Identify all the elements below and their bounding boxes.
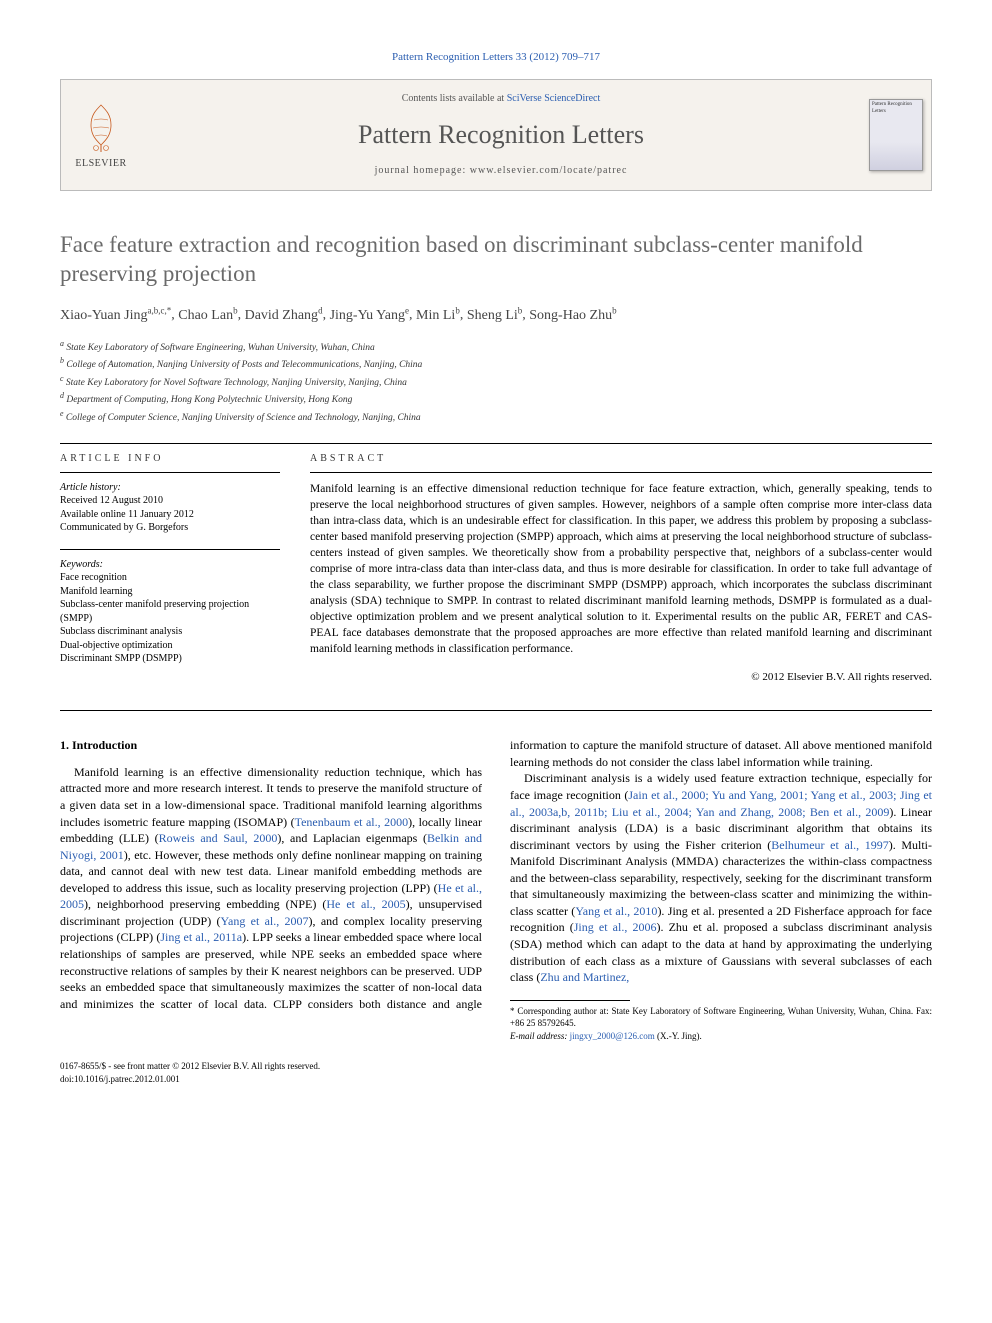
corresponding-author: * Corresponding author at: State Key Lab… [510, 1005, 932, 1030]
author: Chao Lanb [178, 308, 237, 323]
citation-link[interactable]: Zhu and Martinez, [540, 970, 629, 984]
journal-title: Pattern Recognition Letters [151, 117, 851, 152]
contents-line: Contents lists available at SciVerse Sci… [151, 92, 851, 106]
article-history-block: Article history: Received 12 August 2010… [60, 481, 280, 535]
header-center: Contents lists available at SciVerse Sci… [141, 80, 861, 190]
affiliation: a State Key Laboratory of Software Engin… [60, 338, 932, 355]
article-info-column: ARTICLE INFO Article history: Received 1… [60, 452, 280, 684]
author: Jing-Yu Yange [330, 308, 409, 323]
citation-link[interactable]: Yang et al., 2010 [575, 904, 657, 918]
keyword: Dual-objective optimization [60, 639, 280, 653]
author-list: Xiao-Yuan Jinga,b,c,*, Chao Lanb, David … [60, 304, 932, 326]
sciencedirect-link[interactable]: SciVerse ScienceDirect [507, 93, 601, 104]
affiliation: b College of Automation, Nanjing Univers… [60, 355, 932, 372]
author: Min Lib [416, 308, 460, 323]
abstract-label: ABSTRACT [310, 452, 932, 466]
doi: doi:10.1016/j.patrec.2012.01.001 [60, 1073, 932, 1086]
elsevier-word: ELSEVIER [75, 157, 126, 171]
citation-link[interactable]: Belhumeur et al., 1997 [771, 838, 888, 852]
footnote-separator [510, 1000, 630, 1001]
footnotes: * Corresponding author at: State Key Lab… [510, 1005, 932, 1043]
history-line: Received 12 August 2010 [60, 494, 280, 508]
abstract-text: Manifold learning is an effective dimens… [310, 481, 932, 658]
author: David Zhangd [245, 308, 323, 323]
divider [60, 443, 932, 444]
keyword: Subclass discriminant analysis [60, 625, 280, 639]
abstract-column: ABSTRACT Manifold learning is an effecti… [310, 452, 932, 684]
author: Xiao-Yuan Jinga,b,c,* [60, 308, 171, 323]
journal-header: ELSEVIER Contents lists available at Sci… [60, 79, 932, 191]
citation-line: Pattern Recognition Letters 33 (2012) 70… [60, 50, 932, 65]
history-line: Communicated by G. Borgefors [60, 521, 280, 535]
cover-text: Pattern Recognition Letters [870, 100, 922, 118]
email-line: E-mail address: jingxy_2000@126.com (X.-… [510, 1030, 932, 1043]
issn-copyright: 0167-8655/$ - see front matter © 2012 El… [60, 1060, 932, 1073]
history-label: Article history: [60, 481, 280, 495]
citation-link[interactable]: Tenenbaum et al., 2000 [295, 815, 409, 829]
keyword: Subclass-center manifold preserving proj… [60, 598, 280, 625]
abstract-copyright: © 2012 Elsevier B.V. All rights reserved… [310, 670, 932, 685]
email-link[interactable]: jingxy_2000@126.com [570, 1031, 655, 1041]
homepage-line: journal homepage: www.elsevier.com/locat… [151, 164, 851, 178]
affiliation: c State Key Laboratory for Novel Softwar… [60, 373, 932, 390]
homepage-prefix: journal homepage: [375, 165, 470, 176]
affiliation: d Department of Computing, Hong Kong Pol… [60, 390, 932, 407]
keyword: Manifold learning [60, 585, 280, 599]
author: Sheng Lib [467, 308, 522, 323]
article-title: Face feature extraction and recognition … [60, 231, 932, 289]
citation-link[interactable]: Yang et al., 2007 [221, 914, 309, 928]
citation-link[interactable]: He et al., 2005 [326, 897, 405, 911]
keywords-label: Keywords: [60, 558, 280, 572]
front-matter-footer: 0167-8655/$ - see front matter © 2012 El… [60, 1060, 932, 1085]
citation-link[interactable]: Jing et al., 2006 [574, 920, 657, 934]
section-heading: 1. Introduction [60, 737, 482, 754]
affiliations: a State Key Laboratory of Software Engin… [60, 338, 932, 425]
keyword: Face recognition [60, 571, 280, 585]
affiliation: e College of Computer Science, Nanjing U… [60, 408, 932, 425]
elsevier-tree-icon [76, 100, 126, 155]
keywords-block: Keywords: Face recognition Manifold lear… [60, 558, 280, 666]
elsevier-logo: ELSEVIER [61, 80, 141, 190]
body-text: 1. Introduction Manifold learning is an … [60, 737, 932, 1042]
article-info-label: ARTICLE INFO [60, 452, 280, 466]
journal-cover-thumb: Pattern Recognition Letters [861, 80, 931, 190]
citation-link[interactable]: Roweis and Saul, 2000 [159, 831, 278, 845]
keyword: Discriminant SMPP (DSMPP) [60, 652, 280, 666]
homepage-url[interactable]: www.elsevier.com/locate/patrec [470, 165, 628, 176]
body-paragraph: Discriminant analysis is a widely used f… [510, 770, 932, 985]
contents-prefix: Contents lists available at [402, 93, 507, 104]
citation-link[interactable]: Jing et al., 2011a [160, 930, 242, 944]
history-line: Available online 11 January 2012 [60, 508, 280, 522]
author: Song-Hao Zhub [529, 308, 616, 323]
